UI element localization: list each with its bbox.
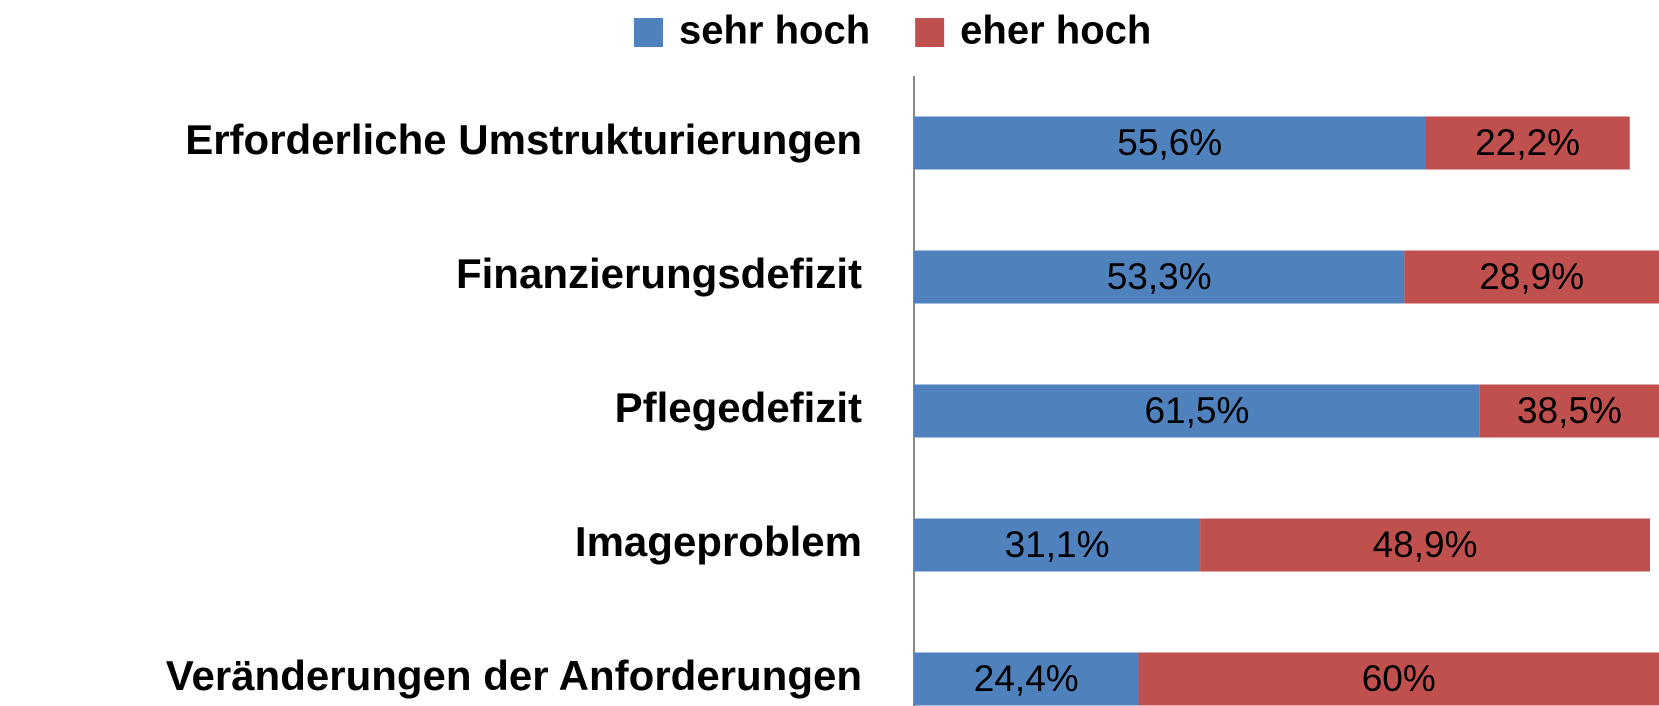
bar-segment	[1200, 518, 1650, 572]
data-label: 31,1%	[1005, 524, 1110, 565]
bar-segment	[914, 116, 1426, 170]
data-label: 24,4%	[974, 658, 1079, 699]
bar-segment	[914, 652, 1139, 706]
bar-segment	[914, 518, 1201, 572]
bar-segment	[914, 384, 1480, 438]
data-label: 61,5%	[1144, 390, 1249, 431]
category-label: Finanzierungsdefizit	[456, 250, 862, 297]
bar-segment	[1425, 116, 1630, 170]
data-label: 48,9%	[1373, 524, 1478, 565]
category-label: Imageproblem	[575, 518, 862, 565]
bar-segment	[914, 250, 1405, 304]
data-label: 55,6%	[1117, 122, 1222, 163]
bar-segment	[1138, 652, 1659, 706]
data-label: 28,9%	[1479, 256, 1584, 297]
legend-swatch	[915, 18, 945, 47]
data-label: 53,3%	[1107, 256, 1212, 297]
data-label: 38,5%	[1517, 390, 1622, 431]
bar-segment	[1479, 384, 1659, 438]
data-label: 22,2%	[1475, 122, 1580, 163]
category-label: Erforderliche Umstrukturierungen	[185, 116, 862, 163]
legend-swatch	[634, 18, 663, 47]
legend-label: eher hoch	[960, 9, 1151, 53]
category-label: Veränderungen der Anforderungen	[166, 652, 862, 699]
bar-segment	[1404, 250, 1659, 304]
data-label: 60%	[1362, 658, 1436, 699]
category-label: Pflegedefizit	[615, 384, 862, 431]
legend-label: sehr hoch	[679, 9, 870, 53]
